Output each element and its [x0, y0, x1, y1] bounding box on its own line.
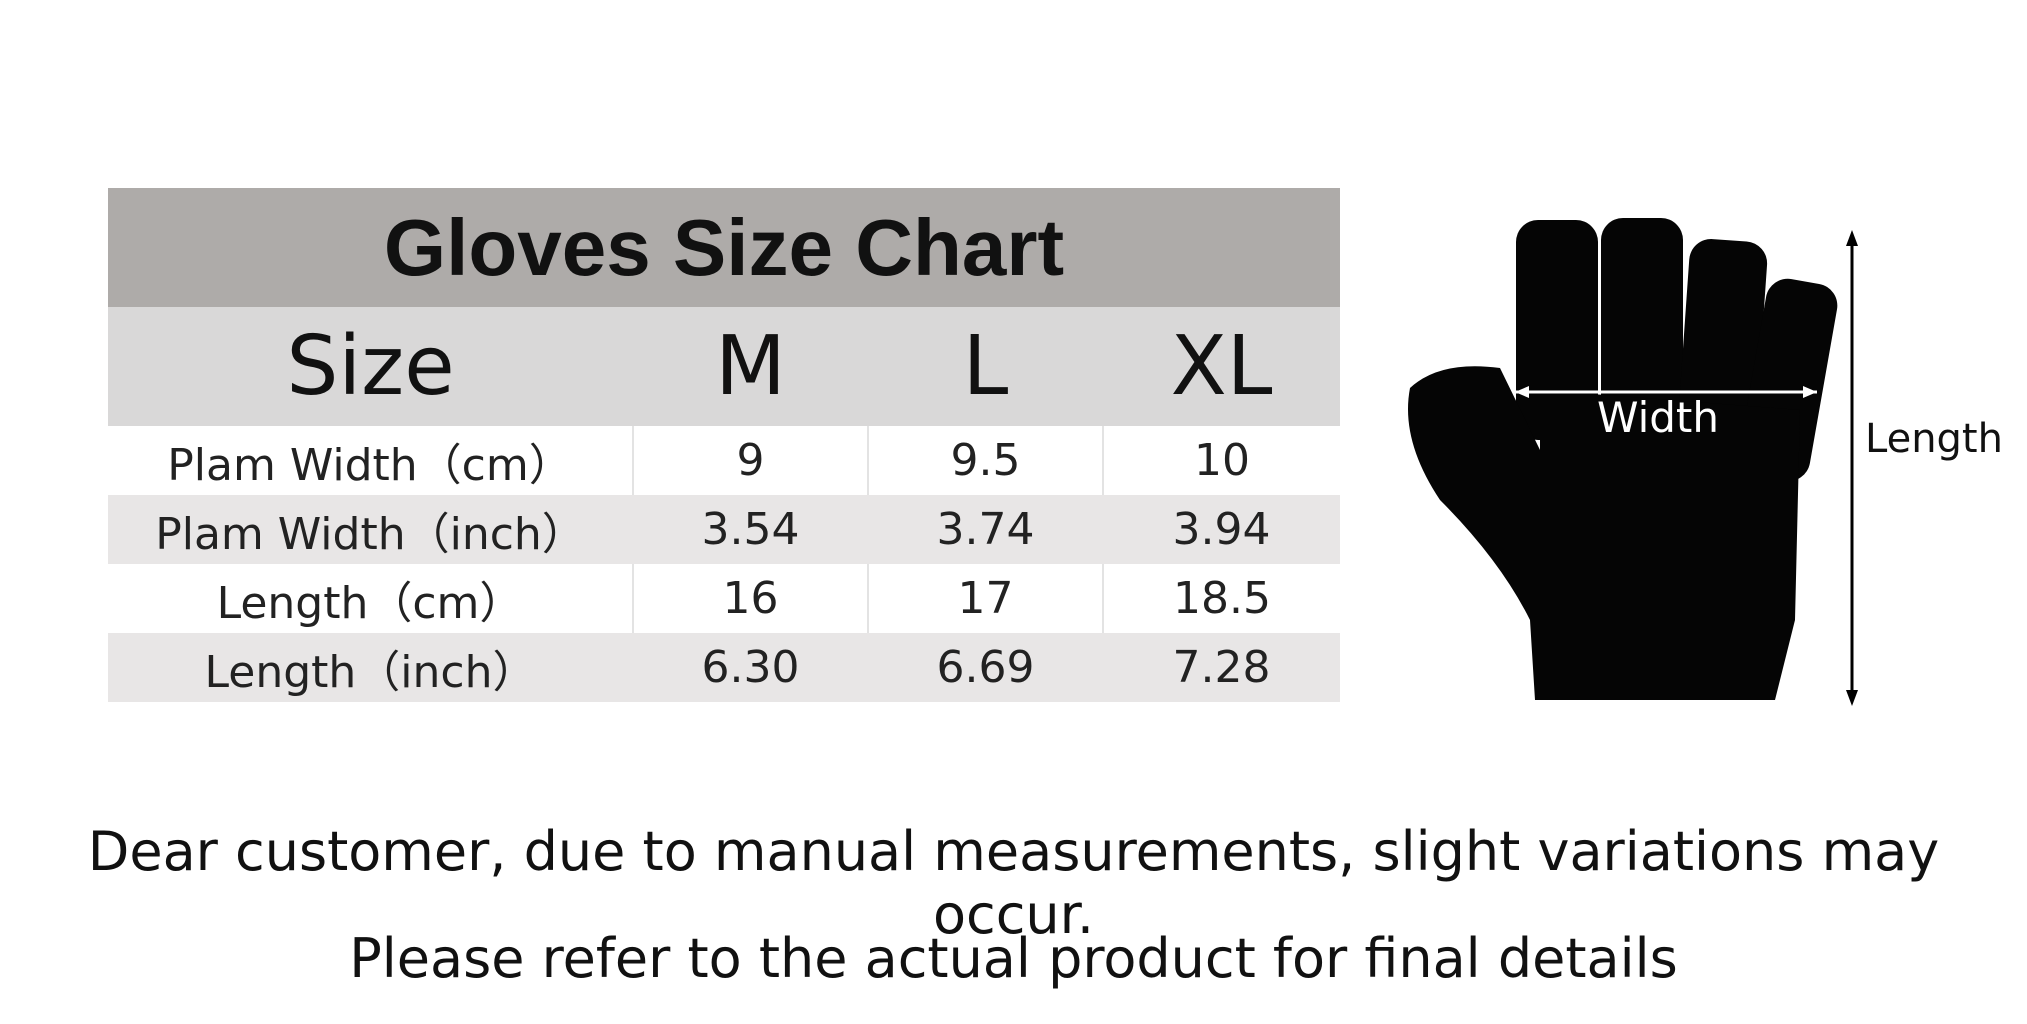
length-label: Length: [1865, 416, 2003, 462]
row-label: Plam Width（cm）: [108, 426, 633, 495]
size-value: 7.28: [1103, 633, 1341, 702]
column-header: Size: [108, 307, 633, 426]
size-value: 3.54: [633, 495, 868, 564]
glove: [1408, 218, 1838, 700]
size-value: 18.5: [1101, 564, 1341, 633]
row-label: Plam Width（inch）: [108, 495, 633, 564]
size-value: 6.69: [868, 633, 1103, 702]
table-row: Length（cm） 16 17 18.5: [108, 564, 1341, 633]
size-value: 6.30: [633, 633, 868, 702]
header-row: Size M L XL: [108, 307, 1341, 426]
note: Dear customer, due to manual measurement…: [87, 820, 1940, 946]
table-row: Plam Width（cm） 9 9.5 10: [108, 426, 1341, 495]
column-header: M: [633, 307, 868, 426]
size-value: 9: [632, 426, 868, 495]
size-value: 3.94: [1103, 495, 1341, 564]
size-value: 17: [867, 564, 1103, 633]
glove-diagram: Width Length: [1408, 218, 2003, 706]
size-value: 16: [632, 564, 868, 633]
note: Please refer to the actual product for f…: [349, 927, 1678, 990]
size-value: 10: [1101, 426, 1341, 495]
table-row: Length（inch） 6.30 6.69 7.28: [108, 633, 1341, 702]
row-label: Length（cm）: [108, 564, 633, 633]
width-label: Width: [1597, 393, 1719, 442]
row-label: Length（inch）: [108, 633, 633, 702]
size-value: 3.74: [868, 495, 1103, 564]
column-header: XL: [1103, 307, 1341, 426]
table-title: Gloves Size Chart: [108, 188, 1341, 307]
column-header: L: [868, 307, 1103, 426]
size-value: 9.5: [867, 426, 1103, 495]
table-row: Plam Width（inch） 3.54 3.74 3.94: [108, 495, 1341, 564]
size-table: Gloves Size Chart Size M L XL Plam Width（cm…: [108, 188, 1341, 702]
